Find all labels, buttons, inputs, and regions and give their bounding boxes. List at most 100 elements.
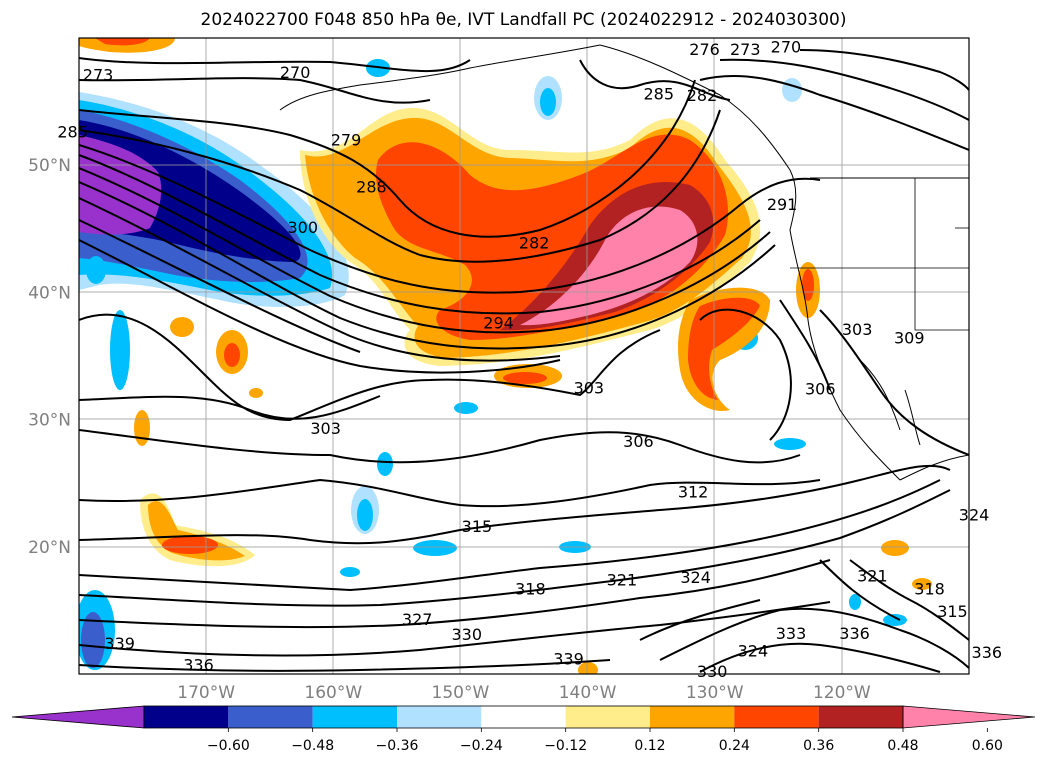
longitude-tick-label: 150°W [432,683,490,703]
colorbar-swatch [818,706,903,728]
colorbar-frame [143,705,904,729]
contour-value-label: 309 [894,329,925,348]
negative-blob [81,612,105,668]
colorbar-tick-label: 0.48 [887,738,918,754]
contour-value-label: 318 [914,579,945,598]
contour-value-label: 270 [771,37,802,56]
latitude-tick-label: 40°N [28,283,71,303]
negative-blob [357,499,373,531]
latitude-labels: 50°N 40°N 30°N 20°N [28,156,71,558]
longitude-tick-label: 130°W [686,683,744,703]
colorbar-tick-label: 0.24 [719,738,750,754]
positive-blob [802,269,814,301]
contour-value-label: 312 [678,483,709,502]
colorbar-swatch [565,706,650,728]
contour-value-label: 288 [356,177,387,196]
page-title: 2024022700 F048 850 hPa θe, IVT Landfall… [200,10,847,30]
longitude-tick-label: 120°W [813,683,871,703]
contour-value-label: 327 [402,610,433,629]
map-frame [78,37,970,675]
negative-blob [110,310,130,390]
colorbar-swatch [312,706,397,728]
contour-value-label: 339 [553,649,584,668]
contour-value-label: 339 [104,634,135,653]
positive-blob [688,297,760,400]
colorbar-tick-label: 0.36 [803,738,834,754]
contour-value-label: 282 [519,233,550,252]
positive-blob [224,343,240,367]
colorbar-tick-label: −0.60 [207,738,250,754]
contour-value-label: 282 [687,86,718,105]
latitude-tick-label: 50°N [28,156,71,176]
state-borders [790,178,969,331]
positive-blob [881,540,909,556]
colorbar-tick-label: −0.24 [460,738,503,754]
contour-value-label: 285 [643,85,674,104]
colorbar-tick-label: 0.60 [972,738,1003,754]
contour-value-label: 291 [767,195,798,214]
positive-blob [249,388,263,398]
positive-blob [912,578,932,590]
negative-blob [883,614,907,626]
contour-value-label: 303 [574,378,605,397]
positive-blob [162,536,218,554]
colorbar-swatch [228,706,313,728]
theta-e-contours [79,49,969,673]
positive-blob [95,38,150,46]
negative-blob [849,594,861,610]
contour-value-label: 300 [287,218,318,237]
contour-value-label: 276 [689,40,720,59]
contour-value-label: 324 [680,568,711,587]
contour-value-label: 273 [730,40,761,59]
contour-value-label: 330 [697,662,728,681]
contour-value-label: 294 [483,313,514,332]
gridlines [79,38,969,674]
contour-value-label: 306 [805,380,836,399]
contour-value-label: 324 [738,642,769,661]
longitude-tick-label: 170°W [177,683,235,703]
positive-blob [503,372,547,384]
latitude-tick-label: 30°N [28,411,71,431]
colorbar-tick-label: 0.12 [634,738,665,754]
negative-blob [377,452,393,476]
colorbar-tick-label: −0.48 [291,738,334,754]
contour-value-label: 315 [937,602,968,621]
colorbar: −0.60 −0.48 −0.36 −0.24 −0.12 0.12 0.24 0.36 0.4… [11,705,1036,754]
colorbar-swatch [734,706,819,728]
contour-value-label: 336 [183,656,214,675]
coastlines [279,44,969,481]
contour-value-label: 318 [515,579,546,598]
colorbar-min-extend [11,705,145,729]
contour-value-label: 336 [839,624,870,643]
colorbar-swatch [144,706,229,728]
positive-anomaly-pink [520,206,698,326]
negative-blob [540,88,556,116]
contour-value-label: 330 [452,625,483,644]
contour-value-label: 336 [972,643,1003,662]
contour-value-label: 315 [462,517,493,536]
negative-blob [454,402,478,414]
contour-value-label: 333 [776,624,807,643]
longitude-labels: 170°W 160°W 150°W 140°W 130°W 120°W [177,683,871,703]
latitude-tick-label: 20°N [28,538,71,558]
positive-blob [578,662,598,674]
contour-value-label: 321 [857,567,888,586]
longitude-tick-label: 140°W [559,683,617,703]
negative-blob [782,78,802,102]
contour-label-group: 273 270 279 285 288 300 276 273 270 285 282 282 291 2… [57,37,1003,681]
negative-blob [340,567,360,577]
contour-value-label: 303 [310,419,341,438]
contour-value-label: 285 [57,123,88,142]
longitude-tick-label: 160°W [304,683,362,703]
colorbar-max-extend [902,705,1036,729]
colorbar-swatch [397,706,482,728]
contour-value-label: 279 [331,130,362,149]
negative-blob [413,540,457,556]
colorbar-swatch [650,706,735,728]
contour-value-label: 306 [623,432,654,451]
negative-blob [774,438,806,450]
positive-blob [170,317,194,337]
contour-value-label: 321 [607,570,638,589]
positive-blob [134,410,150,446]
